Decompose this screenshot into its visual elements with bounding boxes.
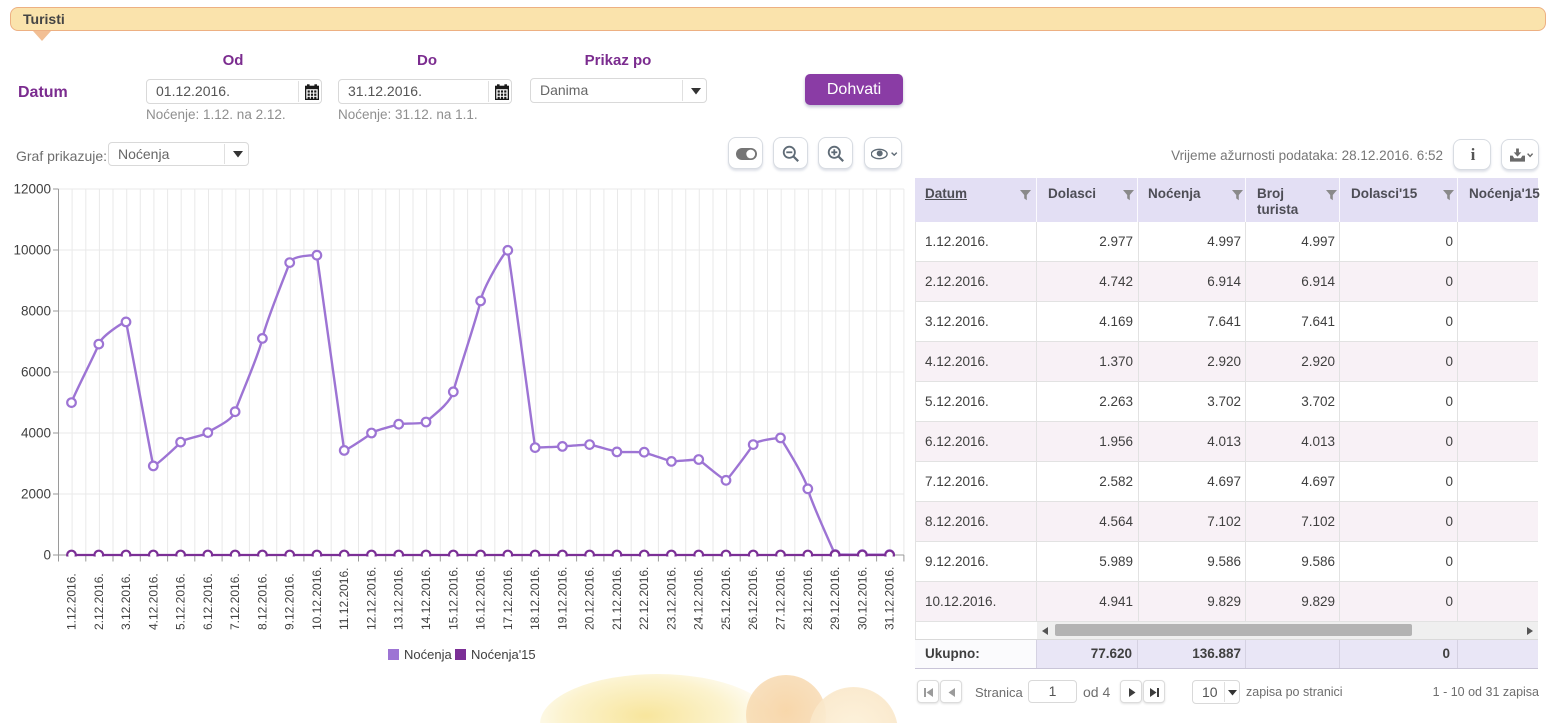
svg-text:15.12.2016.: 15.12.2016.	[446, 567, 460, 630]
svg-text:2.12.2016.: 2.12.2016.	[92, 573, 106, 630]
svg-text:31.12.2016.: 31.12.2016.	[883, 567, 897, 630]
svg-text:12000: 12000	[13, 182, 51, 197]
svg-text:0: 0	[43, 548, 51, 563]
svg-text:16.12.2016.: 16.12.2016.	[474, 567, 488, 630]
svg-text:4000: 4000	[21, 426, 51, 441]
svg-text:29.12.2016.: 29.12.2016.	[828, 567, 842, 630]
svg-text:9.12.2016.: 9.12.2016.	[283, 573, 297, 630]
svg-text:14.12.2016.: 14.12.2016.	[419, 567, 433, 630]
svg-text:Noćenja'15: Noćenja'15	[471, 647, 536, 662]
svg-text:5.12.2016.: 5.12.2016.	[174, 573, 188, 630]
svg-text:12.12.2016.: 12.12.2016.	[365, 567, 379, 630]
svg-text:28.12.2016.: 28.12.2016.	[801, 567, 815, 630]
svg-text:Noćenja: Noćenja	[404, 647, 452, 662]
svg-text:24.12.2016.: 24.12.2016.	[692, 567, 706, 630]
svg-text:22.12.2016.: 22.12.2016.	[637, 567, 651, 630]
svg-text:3.12.2016.: 3.12.2016.	[119, 573, 133, 630]
svg-text:13.12.2016.: 13.12.2016.	[392, 567, 406, 630]
svg-text:30.12.2016.: 30.12.2016.	[855, 567, 869, 630]
svg-text:7.12.2016.: 7.12.2016.	[228, 573, 242, 630]
svg-text:23.12.2016.: 23.12.2016.	[664, 567, 678, 630]
svg-text:6000: 6000	[21, 365, 51, 380]
svg-text:17.12.2016.: 17.12.2016.	[501, 567, 515, 630]
svg-text:27.12.2016.: 27.12.2016.	[774, 567, 788, 630]
svg-text:4.12.2016.: 4.12.2016.	[146, 573, 160, 630]
svg-text:11.12.2016.: 11.12.2016.	[337, 567, 351, 630]
svg-text:8000: 8000	[21, 304, 51, 319]
svg-text:20.12.2016.: 20.12.2016.	[583, 567, 597, 630]
svg-text:6.12.2016.: 6.12.2016.	[201, 573, 215, 630]
svg-text:10000: 10000	[13, 243, 51, 258]
svg-text:19.12.2016.: 19.12.2016.	[555, 567, 569, 630]
svg-text:18.12.2016.: 18.12.2016.	[528, 567, 542, 630]
svg-text:2000: 2000	[21, 487, 51, 502]
svg-text:26.12.2016.: 26.12.2016.	[746, 567, 760, 630]
svg-text:1.12.2016.: 1.12.2016.	[65, 573, 79, 630]
svg-text:8.12.2016.: 8.12.2016.	[255, 573, 269, 630]
svg-text:21.12.2016.: 21.12.2016.	[610, 567, 624, 630]
svg-text:25.12.2016.: 25.12.2016.	[719, 567, 733, 630]
svg-text:10.12.2016.: 10.12.2016.	[310, 567, 324, 630]
